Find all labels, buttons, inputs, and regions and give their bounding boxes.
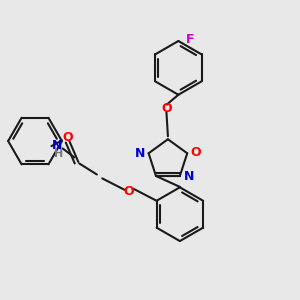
Text: F: F bbox=[185, 33, 194, 46]
Text: N: N bbox=[184, 170, 194, 183]
Text: O: O bbox=[124, 185, 134, 198]
Text: H: H bbox=[54, 148, 64, 159]
Text: O: O bbox=[190, 146, 201, 159]
Text: N: N bbox=[52, 139, 63, 152]
Text: O: O bbox=[161, 102, 172, 115]
Text: O: O bbox=[63, 131, 73, 144]
Text: N: N bbox=[134, 147, 145, 160]
